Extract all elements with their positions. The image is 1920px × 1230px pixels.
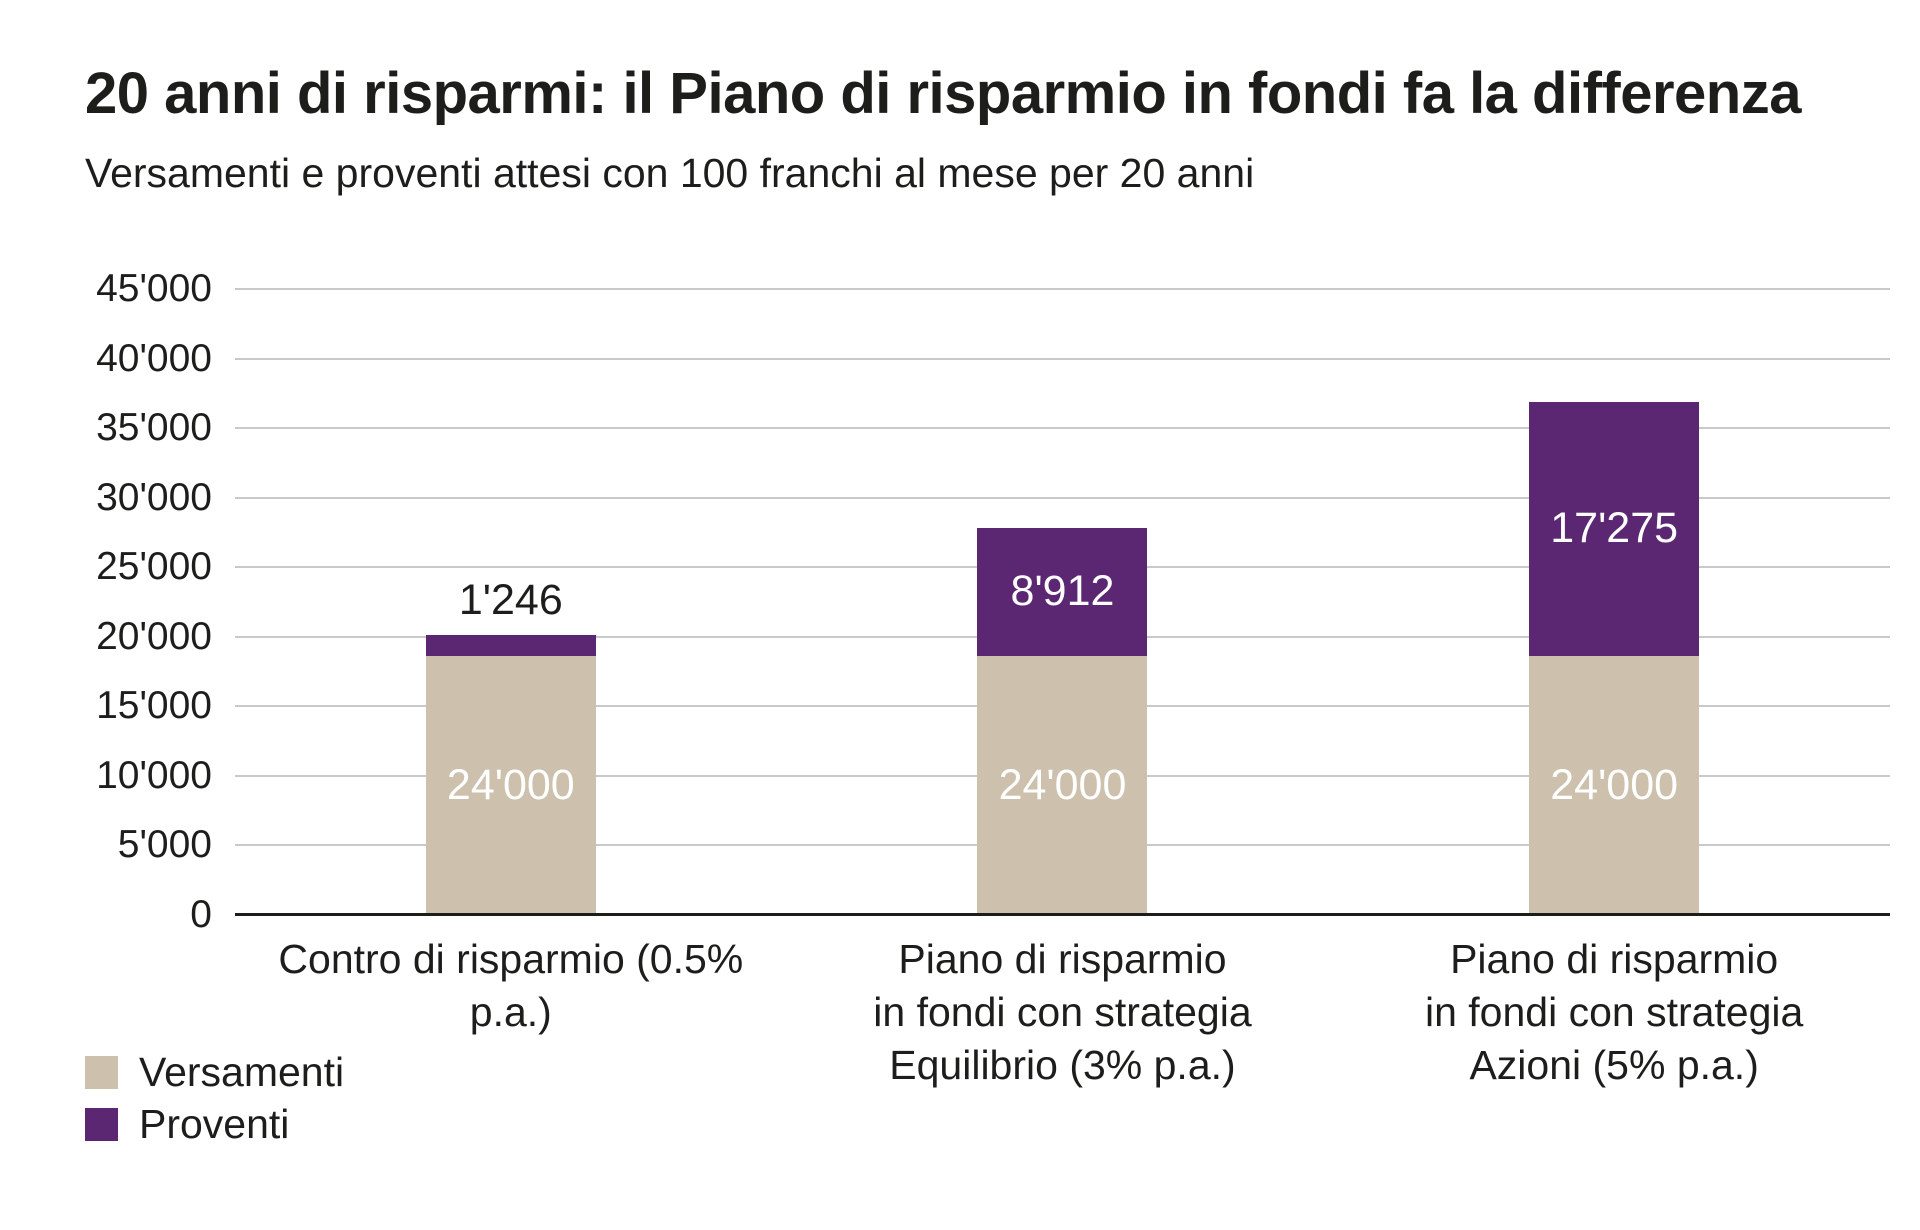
x-axis-label-line: Contro di risparmio (0.5% p.a.) <box>278 936 744 1035</box>
legend-item: Proventi <box>85 1101 344 1147</box>
legend-label: Proventi <box>139 1101 290 1147</box>
y-axis-tick-label: 5'000 <box>117 823 212 867</box>
bar-segment-versamenti: 24'000 <box>425 655 596 915</box>
y-axis-tick-label: 20'000 <box>96 614 212 658</box>
bar-value-label: 24'000 <box>1550 760 1679 809</box>
x-axis-label-line: in fondi con strategia <box>1424 989 1804 1035</box>
chart-title: 20 anni di risparmi: il Piano di risparm… <box>85 61 1802 126</box>
bar-segment-proventi: 17'275 <box>1529 401 1700 656</box>
x-axis-label-line: Equilibrio (3% p.a.) <box>889 1042 1236 1088</box>
y-axis-tick-label: 35'000 <box>96 406 212 450</box>
y-axis-tick-label: 30'000 <box>96 475 212 519</box>
bar-segment-proventi <box>425 634 596 656</box>
y-axis-tick-label: 15'000 <box>96 684 212 728</box>
x-axis-label: Piano di risparmio in fondi con strategia… <box>787 933 1339 1092</box>
x-axis-label: Contro di risparmio (0.5% p.a.) <box>235 933 787 1039</box>
x-axis-label-line: Piano di risparmio <box>898 936 1227 982</box>
x-axis-label-line: Azioni (5% p.a.) <box>1469 1042 1759 1088</box>
bar-value-label: 24'000 <box>998 760 1127 809</box>
legend-label: Versamenti <box>139 1049 345 1095</box>
gridline <box>235 496 1890 499</box>
gridline <box>235 427 1890 430</box>
legend: Versamenti Proventi <box>85 1049 344 1160</box>
bar-value-label: 24'000 <box>446 760 575 809</box>
bar-group: 24'000 8'912 <box>787 289 1339 915</box>
gridline <box>235 357 1890 360</box>
y-axis-tick-label: 45'000 <box>96 267 212 310</box>
bar-chart-plot-area: 24'000 1'246 24'000 8'912 24'000 17'275 <box>235 288 1890 916</box>
x-axis-line <box>235 913 1890 916</box>
legend-swatch <box>85 1056 118 1089</box>
bar-group: 24'000 1'246 <box>235 289 787 915</box>
legend-item: Versamenti <box>85 1049 344 1095</box>
chart-subtitle: Versamenti e proventi attesi con 100 fra… <box>85 150 1255 196</box>
bar-segment-versamenti: 24'000 <box>977 655 1148 915</box>
y-axis-tick-label: 40'000 <box>96 336 212 380</box>
x-axis-label-line: Piano di risparmio <box>1450 936 1779 982</box>
bar-value-label: 1'246 <box>458 575 563 624</box>
bar-segment-proventi: 8'912 <box>977 527 1148 656</box>
y-axis-tick-label: 0 <box>190 893 212 936</box>
y-axis-tick-label: 25'000 <box>96 545 212 589</box>
bar-value-label: 8'912 <box>1010 567 1115 616</box>
x-axis-label: Piano di risparmio in fondi con strategia… <box>1338 933 1890 1092</box>
gridline <box>235 288 1890 290</box>
bar-segment-versamenti: 24'000 <box>1529 655 1700 915</box>
bar-value-label: 17'275 <box>1550 504 1679 553</box>
x-axis-label-line: in fondi con strategia <box>873 989 1252 1035</box>
y-axis-tick-label: 10'000 <box>96 753 212 797</box>
bar-group: 24'000 17'275 <box>1338 289 1890 915</box>
legend-swatch <box>85 1108 118 1141</box>
y-axis-labels: 45'000 40'000 35'000 30'000 25'000 20'000 15'0… <box>0 267 212 936</box>
